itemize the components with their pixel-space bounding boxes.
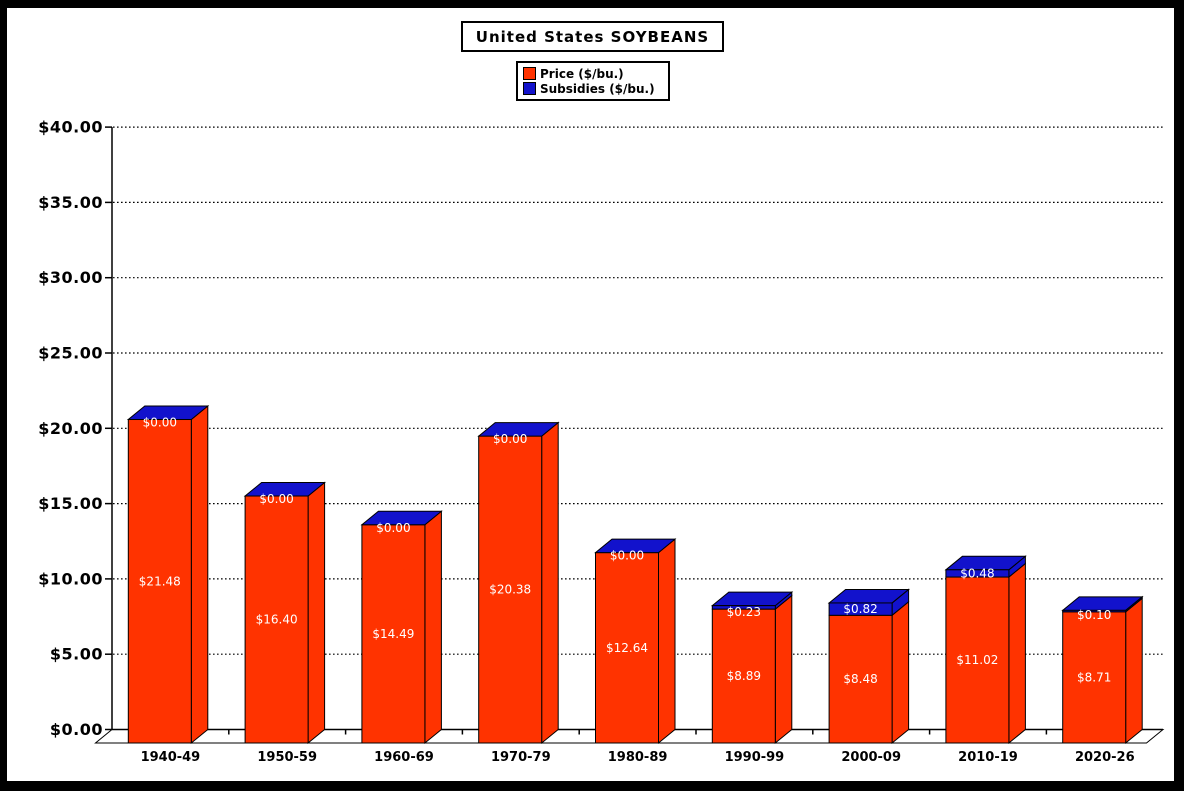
legend-item-price: Price ($/bu.) xyxy=(523,67,668,80)
price-value-label: $20.38 xyxy=(489,583,531,597)
subsidy-value-label: $0.23 xyxy=(727,605,761,619)
y-axis-label: $35.00 xyxy=(38,193,103,212)
x-axis-label: 2010-19 xyxy=(958,750,1018,765)
subsidy-value-label: $0.00 xyxy=(259,492,293,506)
subsidy-value-label: $0.00 xyxy=(376,521,410,535)
subsidy-bar xyxy=(828,602,893,616)
price-bar-side xyxy=(1125,597,1143,745)
price-bar-side xyxy=(424,510,442,745)
price-value-label: $12.64 xyxy=(606,641,648,655)
subsidy-bar-top xyxy=(477,422,560,437)
subsidy-bar xyxy=(1062,609,1127,613)
price-bar xyxy=(1062,611,1127,744)
subsidy-bar-top xyxy=(360,510,443,526)
subsidy-value-label: $0.00 xyxy=(610,549,644,563)
subsidy-bar-top xyxy=(594,538,677,554)
price-value-label: $8.89 xyxy=(727,669,761,683)
price-bar-side xyxy=(307,481,326,745)
subsidy-bar xyxy=(711,605,776,610)
price-value-label: $8.48 xyxy=(843,672,877,686)
x-axis-label: 1970-79 xyxy=(491,750,551,765)
subsidy-value-label: $0.00 xyxy=(493,432,527,446)
x-axis-label: 1950-59 xyxy=(257,750,317,765)
price-bar xyxy=(244,495,309,744)
price-value-label: $14.49 xyxy=(372,627,414,641)
price-bar-side xyxy=(891,600,910,745)
chart-title-box: United States SOYBEANS xyxy=(461,21,724,52)
subsidy-value-label: $0.00 xyxy=(143,416,177,430)
price-bar xyxy=(595,552,659,744)
subsidy-value-label: $0.48 xyxy=(960,566,994,580)
y-axis-label: $30.00 xyxy=(38,268,103,287)
chart-legend: Price ($/bu.) Subsidies ($/bu.) xyxy=(516,61,670,101)
price-value-label: $16.40 xyxy=(256,613,298,627)
price-value-label: $11.02 xyxy=(956,653,998,667)
legend-label-price: Price ($/bu.) xyxy=(540,66,624,81)
price-bar xyxy=(711,608,776,744)
y-axis-label: $10.00 xyxy=(38,569,103,588)
price-bar xyxy=(478,435,543,744)
subsidy-value-label: $0.82 xyxy=(843,602,877,616)
x-axis-label: 1990-99 xyxy=(725,750,785,765)
subsidies-series-swatch-icon xyxy=(523,82,536,95)
subsidy-bar-top xyxy=(126,405,210,421)
x-axis-label: 2000-09 xyxy=(841,750,901,765)
price-bar-side xyxy=(774,594,793,745)
y-axis-label: $5.00 xyxy=(50,645,103,664)
chart-title: United States SOYBEANS xyxy=(475,27,710,46)
y-axis-label: $0.00 xyxy=(50,720,103,739)
price-series-swatch-icon xyxy=(523,67,536,80)
y-axis-label: $40.00 xyxy=(38,118,103,137)
y-axis-label: $20.00 xyxy=(38,419,103,438)
x-axis-label: 2020-26 xyxy=(1075,750,1135,765)
legend-label-subsidies: Subsidies ($/bu.) xyxy=(540,81,655,96)
price-value-label: $8.71 xyxy=(1077,670,1111,684)
y-axis-label: $15.00 xyxy=(38,494,103,513)
price-bar-side xyxy=(1008,562,1026,745)
price-bar xyxy=(361,524,426,744)
price-value-label: $21.48 xyxy=(139,574,181,588)
x-axis-label: 1940-49 xyxy=(141,750,201,765)
subsidy-bar xyxy=(945,569,1010,578)
price-bar-side xyxy=(658,538,676,745)
x-axis-label: 1980-89 xyxy=(608,750,668,765)
subsidy-bar-top xyxy=(243,482,327,497)
price-bar xyxy=(127,419,192,744)
x-axis-label: 1960-69 xyxy=(374,750,434,765)
price-bar-side xyxy=(541,421,559,745)
subsidy-value-label: $0.10 xyxy=(1077,608,1111,622)
price-bar-side xyxy=(190,404,209,745)
price-bar xyxy=(945,576,1010,744)
y-axis-label: $25.00 xyxy=(38,344,103,363)
legend-item-subsidies: Subsidies ($/bu.) xyxy=(523,82,668,95)
